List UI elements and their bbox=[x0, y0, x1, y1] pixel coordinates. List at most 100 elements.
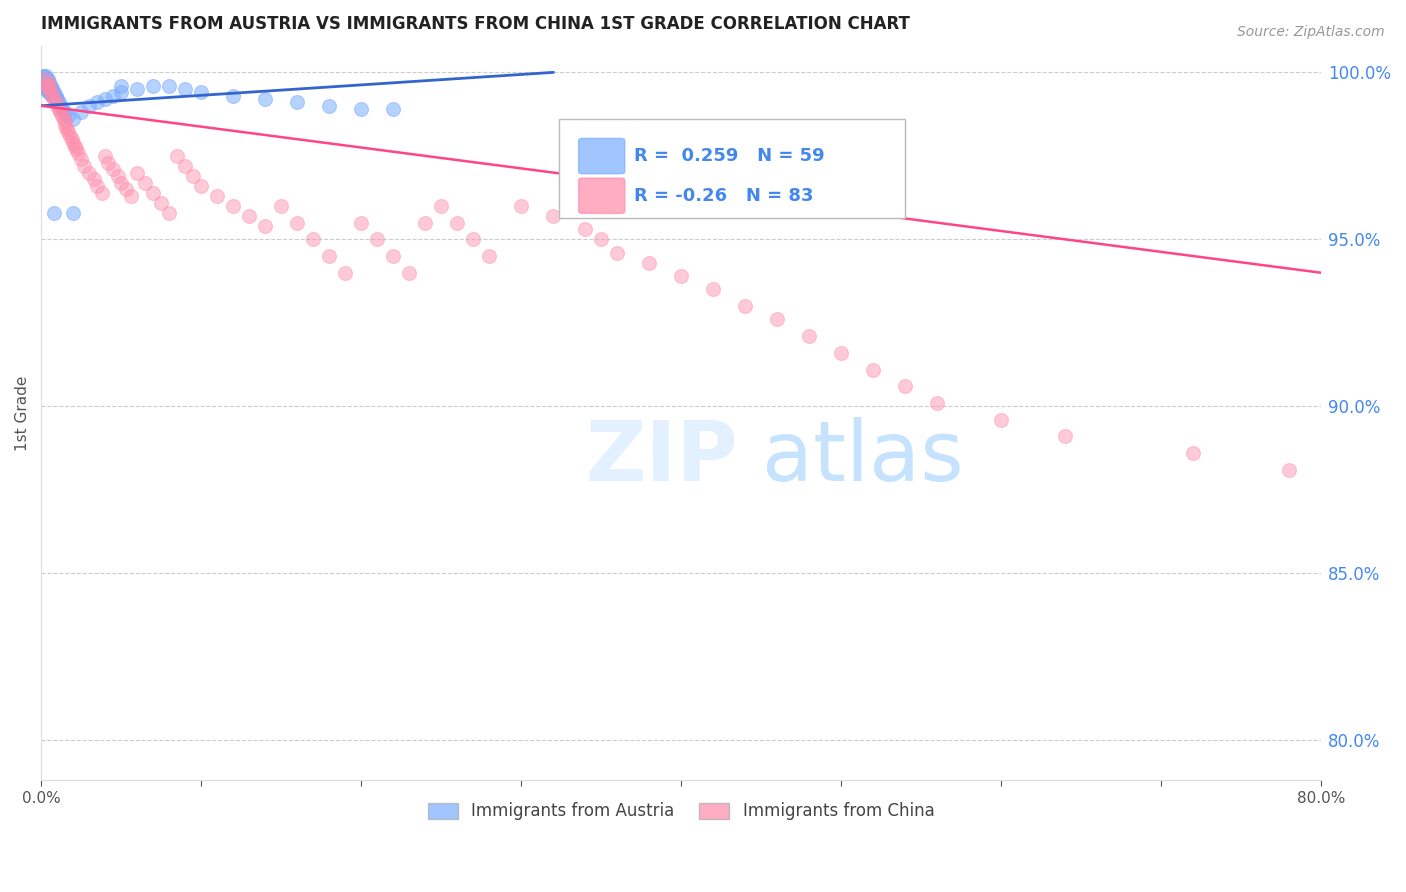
Point bbox=[37, 82, 59, 96]
Point bbox=[60, 132, 83, 146]
Point bbox=[34, 72, 56, 87]
Point bbox=[35, 69, 58, 83]
Point bbox=[150, 195, 173, 210]
Point bbox=[97, 155, 120, 169]
Point bbox=[366, 232, 388, 246]
Point bbox=[190, 178, 212, 193]
Point bbox=[51, 102, 73, 116]
Text: IMMIGRANTS FROM AUSTRIA VS IMMIGRANTS FROM CHINA 1ST GRADE CORRELATION CHART: IMMIGRANTS FROM AUSTRIA VS IMMIGRANTS FR… bbox=[41, 15, 910, 33]
Point bbox=[302, 232, 325, 246]
Point bbox=[41, 86, 63, 100]
Point bbox=[31, 72, 53, 87]
Point bbox=[797, 329, 820, 343]
Point bbox=[318, 99, 340, 113]
Point bbox=[430, 199, 453, 213]
Point bbox=[142, 186, 165, 200]
Point bbox=[37, 86, 59, 100]
Point bbox=[110, 176, 132, 190]
Point bbox=[48, 102, 70, 116]
Point bbox=[58, 126, 80, 140]
Point bbox=[101, 88, 124, 103]
Point bbox=[53, 119, 76, 133]
FancyBboxPatch shape bbox=[579, 178, 624, 213]
Point bbox=[49, 105, 72, 120]
Point bbox=[34, 69, 56, 83]
FancyBboxPatch shape bbox=[579, 138, 624, 174]
Point bbox=[77, 99, 100, 113]
Point bbox=[70, 105, 93, 120]
Point bbox=[53, 105, 76, 120]
Point bbox=[39, 86, 62, 100]
Point bbox=[44, 88, 66, 103]
Point bbox=[350, 102, 373, 116]
Point bbox=[94, 149, 117, 163]
Point bbox=[461, 232, 484, 246]
Text: R = -0.26   N = 83: R = -0.26 N = 83 bbox=[634, 186, 813, 205]
Point bbox=[925, 396, 948, 410]
Point bbox=[285, 95, 308, 110]
Point bbox=[254, 219, 277, 233]
Point bbox=[222, 88, 245, 103]
Point bbox=[606, 245, 628, 260]
Point bbox=[41, 82, 63, 96]
Point bbox=[86, 95, 108, 110]
Point bbox=[574, 222, 596, 236]
Point bbox=[1054, 429, 1077, 443]
Point bbox=[34, 75, 56, 89]
Point bbox=[181, 169, 204, 183]
Point bbox=[42, 88, 65, 103]
Point bbox=[333, 266, 356, 280]
Point bbox=[38, 82, 60, 96]
Point bbox=[35, 72, 58, 87]
Point bbox=[55, 122, 77, 136]
Point bbox=[734, 299, 756, 313]
Point bbox=[53, 115, 76, 129]
Point bbox=[669, 269, 692, 284]
Point bbox=[478, 249, 501, 263]
Point bbox=[238, 209, 260, 223]
Point bbox=[59, 128, 82, 143]
Point bbox=[110, 86, 132, 100]
Point bbox=[31, 75, 53, 89]
Point bbox=[34, 78, 56, 93]
Point bbox=[38, 75, 60, 89]
Text: Source: ZipAtlas.com: Source: ZipAtlas.com bbox=[1237, 25, 1385, 39]
Text: ZIP: ZIP bbox=[585, 417, 738, 498]
Point bbox=[115, 182, 138, 196]
Point bbox=[510, 199, 533, 213]
Point bbox=[107, 169, 129, 183]
Point bbox=[37, 72, 59, 87]
Point bbox=[862, 362, 884, 376]
Point bbox=[134, 176, 156, 190]
Text: R =  0.259   N = 59: R = 0.259 N = 59 bbox=[634, 147, 824, 165]
Point bbox=[41, 88, 63, 103]
Point bbox=[37, 78, 59, 93]
Point bbox=[34, 72, 56, 87]
Point bbox=[70, 152, 93, 166]
Point bbox=[382, 102, 405, 116]
Point bbox=[63, 139, 86, 153]
Point bbox=[44, 92, 66, 106]
Text: atlas: atlas bbox=[762, 417, 963, 498]
Point bbox=[382, 249, 405, 263]
Y-axis label: 1st Grade: 1st Grade bbox=[15, 376, 30, 450]
Point bbox=[46, 92, 69, 106]
Point bbox=[94, 92, 117, 106]
Point bbox=[157, 78, 180, 93]
Point bbox=[990, 412, 1012, 426]
Point bbox=[894, 379, 917, 393]
Point bbox=[190, 86, 212, 100]
Point bbox=[83, 172, 105, 186]
Point bbox=[1182, 446, 1205, 460]
Point bbox=[39, 82, 62, 96]
Point bbox=[766, 312, 789, 326]
Point bbox=[38, 82, 60, 96]
Point bbox=[38, 86, 60, 100]
Point bbox=[65, 142, 87, 156]
Point bbox=[702, 282, 724, 296]
Point bbox=[46, 95, 69, 110]
Point bbox=[591, 232, 613, 246]
Point bbox=[37, 75, 59, 89]
Point bbox=[1278, 463, 1301, 477]
Point bbox=[127, 82, 149, 96]
